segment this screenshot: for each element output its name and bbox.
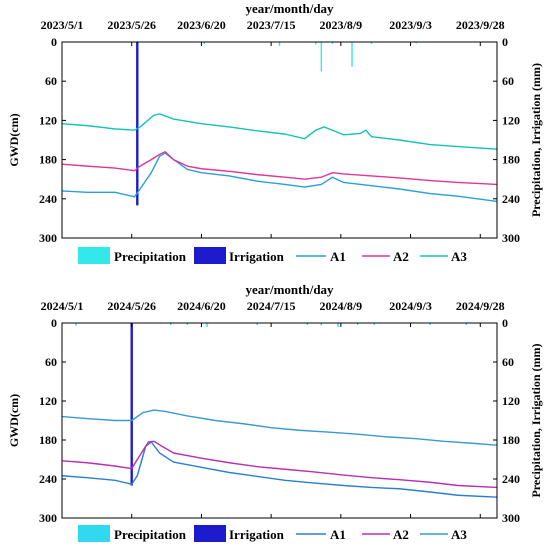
chart-2024: year/month/day 2024/5/1 2024/5/26 2024/6/20… — [7, 282, 543, 542]
x-tick-label: 2024/9/28 — [456, 299, 505, 313]
y-left-tick-label: 120 — [39, 394, 57, 408]
y-left-tick-label: 0 — [51, 35, 57, 49]
legend-label-a3: A3 — [451, 527, 467, 542]
y-right-tick-label: 120 — [502, 113, 520, 127]
legend-layer: Precipitation Irrigation A1 A2 A3 — [78, 247, 467, 264]
x-tick-label: 2024/9/3 — [389, 299, 432, 313]
legend-swatch-precipitation — [78, 525, 110, 542]
precipitation-bar — [256, 323, 258, 325]
y-right-tick-label: 300 — [502, 511, 520, 525]
x-tick-label: 2024/5/1 — [41, 299, 84, 313]
precipitation-bar — [206, 323, 208, 327]
precipitation-bar — [415, 42, 417, 44]
y-left-tick-label: 180 — [39, 433, 57, 447]
legend-label-irrigation: Irrigation — [229, 249, 285, 264]
y-left-title: GWD(cm) — [7, 394, 21, 447]
legend-label-a1: A1 — [330, 527, 346, 542]
precipitation-bar — [356, 323, 359, 325]
precipitation-bar — [186, 323, 189, 325]
bars-layer — [136, 42, 417, 206]
series-line-a2 — [61, 151, 498, 186]
y-right-tick-label: 120 — [502, 394, 520, 408]
precipitation-bar — [203, 42, 205, 44]
x-tick-label: 2023/8/9 — [320, 18, 363, 32]
axes-layer: year/month/day 2023/5/1 2023/5/26 2023/6/20… — [7, 1, 543, 245]
irrigation-bar — [130, 323, 133, 486]
series-line-a2 — [61, 440, 498, 489]
legend-swatch-irrigation — [194, 525, 226, 542]
plot-frame — [61, 41, 498, 239]
legend-label-irrigation: Irrigation — [229, 527, 285, 542]
precipitation-bar — [315, 42, 317, 45]
legend-label-a2: A2 — [393, 249, 409, 264]
y-right-tick-label: 60 — [502, 74, 514, 88]
irrigation-bar — [136, 42, 139, 206]
y-right-tick-label: 240 — [502, 472, 520, 486]
series-line-a1 — [61, 441, 498, 498]
chart-2023: year/month/day 2023/5/1 2023/5/26 2023/6/20… — [7, 1, 543, 264]
y-left-tick-label: 300 — [39, 231, 57, 245]
y-right-tick-label: 240 — [502, 192, 520, 206]
x-tick-label: 2023/9/28 — [456, 18, 505, 32]
x-tick-label: 2023/6/20 — [177, 18, 226, 32]
x-axis-title: year/month/day — [245, 1, 334, 16]
precipitation-bar — [351, 42, 353, 67]
x-tick-label: 2024/7/15 — [247, 299, 296, 313]
x-tick-label: 2023/7/15 — [247, 18, 296, 32]
x-tick-label: 2024/5/26 — [107, 299, 156, 313]
precipitation-bar — [331, 42, 334, 44]
legend-swatch-irrigation — [194, 247, 226, 264]
y-right-tick-label: 180 — [502, 433, 520, 447]
legend-swatch-precipitation — [78, 247, 110, 264]
plot-frame — [61, 322, 498, 519]
precipitation-bar — [306, 323, 309, 325]
x-tick-label: 2023/9/3 — [389, 18, 432, 32]
precipitation-bar — [337, 323, 339, 327]
precipitation-bar — [320, 42, 323, 72]
y-left-tick-label: 240 — [39, 192, 57, 206]
y-right-tick-label: 0 — [502, 316, 508, 330]
legend-label-a1: A1 — [330, 249, 346, 264]
lines-layer — [61, 409, 498, 498]
legend-label-a3: A3 — [451, 249, 467, 264]
y-left-tick-label: 0 — [51, 316, 57, 330]
y-right-tick-label: 0 — [502, 35, 508, 49]
precipitation-bar — [429, 323, 431, 325]
x-tick-label: 2023/5/1 — [41, 18, 84, 32]
y-right-tick-label: 60 — [502, 355, 514, 369]
x-axis-title: year/month/day — [245, 282, 334, 297]
series-line-a3 — [61, 409, 498, 446]
legend-layer: Precipitation Irrigation A1 A2 A3 — [78, 525, 467, 542]
precipitation-bar — [370, 42, 373, 44]
bars-layer — [75, 323, 468, 486]
precipitation-bar — [170, 323, 172, 325]
x-tick-label: 2024/8/9 — [320, 299, 363, 313]
y-left-tick-label: 240 — [39, 472, 57, 486]
legend-label-precipitation: Precipitation — [114, 527, 187, 542]
y-right-title: Precipitation, Irrigation (mm) — [529, 63, 543, 217]
y-right-title: Precipitation, Irrigation (mm) — [529, 343, 543, 497]
y-left-tick-label: 180 — [39, 153, 57, 167]
precipitation-bar — [373, 323, 376, 325]
axes-layer: year/month/day 2024/5/1 2024/5/26 2024/6/20… — [7, 282, 543, 525]
y-left-tick-label: 300 — [39, 511, 57, 525]
series-line-a3 — [61, 113, 498, 150]
lines-layer — [61, 113, 498, 203]
x-tick-label: 2023/5/26 — [107, 18, 156, 32]
precipitation-bar — [75, 323, 77, 326]
y-left-tick-label: 60 — [45, 74, 57, 88]
precipitation-bar — [465, 323, 468, 325]
legend-label-a2: A2 — [393, 527, 409, 542]
legend-label-precipitation: Precipitation — [114, 249, 187, 264]
y-left-title: GWD(cm) — [7, 113, 21, 166]
y-right-tick-label: 180 — [502, 153, 520, 167]
series-line-a1 — [61, 152, 498, 203]
y-right-tick-label: 300 — [502, 231, 520, 245]
precipitation-bar — [320, 323, 323, 326]
y-left-tick-label: 60 — [45, 355, 57, 369]
y-left-tick-label: 120 — [39, 113, 57, 127]
precipitation-bar — [278, 42, 281, 46]
x-tick-label: 2024/6/20 — [177, 299, 226, 313]
